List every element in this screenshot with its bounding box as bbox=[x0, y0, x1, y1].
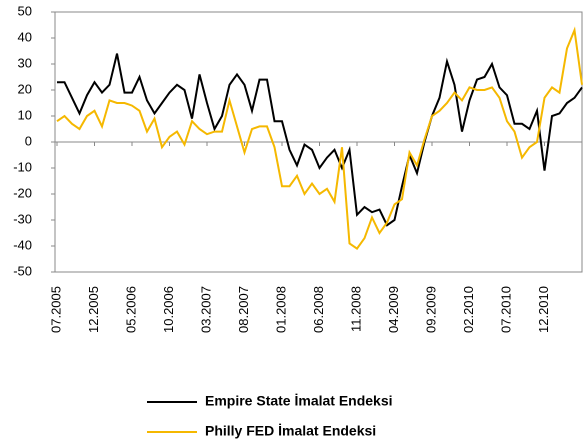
series-line bbox=[57, 53, 583, 227]
x-tick-label: 05.2006 bbox=[123, 286, 138, 333]
y-tick-label: 40 bbox=[18, 29, 32, 44]
y-tick-label: -20 bbox=[13, 185, 32, 200]
y-tick-label: -50 bbox=[13, 263, 32, 278]
x-tick-label: 04.2009 bbox=[386, 286, 401, 333]
x-tick-label: 12.2005 bbox=[86, 286, 101, 333]
x-tick-label: 09.2009 bbox=[423, 286, 438, 333]
y-tick-label: 30 bbox=[18, 55, 32, 70]
x-tick-label: 02.2010 bbox=[461, 286, 476, 333]
y-tick-label: -40 bbox=[13, 237, 32, 252]
y-tick-label: -10 bbox=[13, 159, 32, 174]
x-tick-label: 10.2006 bbox=[161, 286, 176, 333]
y-tick-label: 50 bbox=[18, 3, 32, 18]
legend-label: Empire State İmalat Endeksi bbox=[205, 393, 393, 409]
x-tick-label: 07.2005 bbox=[48, 286, 63, 333]
legend-label: Philly FED İmalat Endeksi bbox=[205, 423, 376, 439]
y-tick-label: -30 bbox=[13, 211, 32, 226]
y-tick-label: 10 bbox=[18, 107, 32, 122]
y-tick-label: 0 bbox=[25, 133, 32, 148]
x-tick-label: 06.2008 bbox=[311, 286, 326, 333]
x-tick-label: 07.2010 bbox=[498, 286, 513, 333]
x-tick-label: 08.2007 bbox=[236, 286, 251, 333]
y-tick-label: 20 bbox=[18, 81, 32, 96]
x-tick-label: 11.2008 bbox=[348, 286, 363, 332]
x-tick-label: 12.2010 bbox=[536, 286, 551, 333]
series-line bbox=[56, 26, 583, 250]
x-tick-label: 01.2008 bbox=[273, 286, 288, 333]
x-tick-label: 03.2007 bbox=[198, 286, 213, 333]
